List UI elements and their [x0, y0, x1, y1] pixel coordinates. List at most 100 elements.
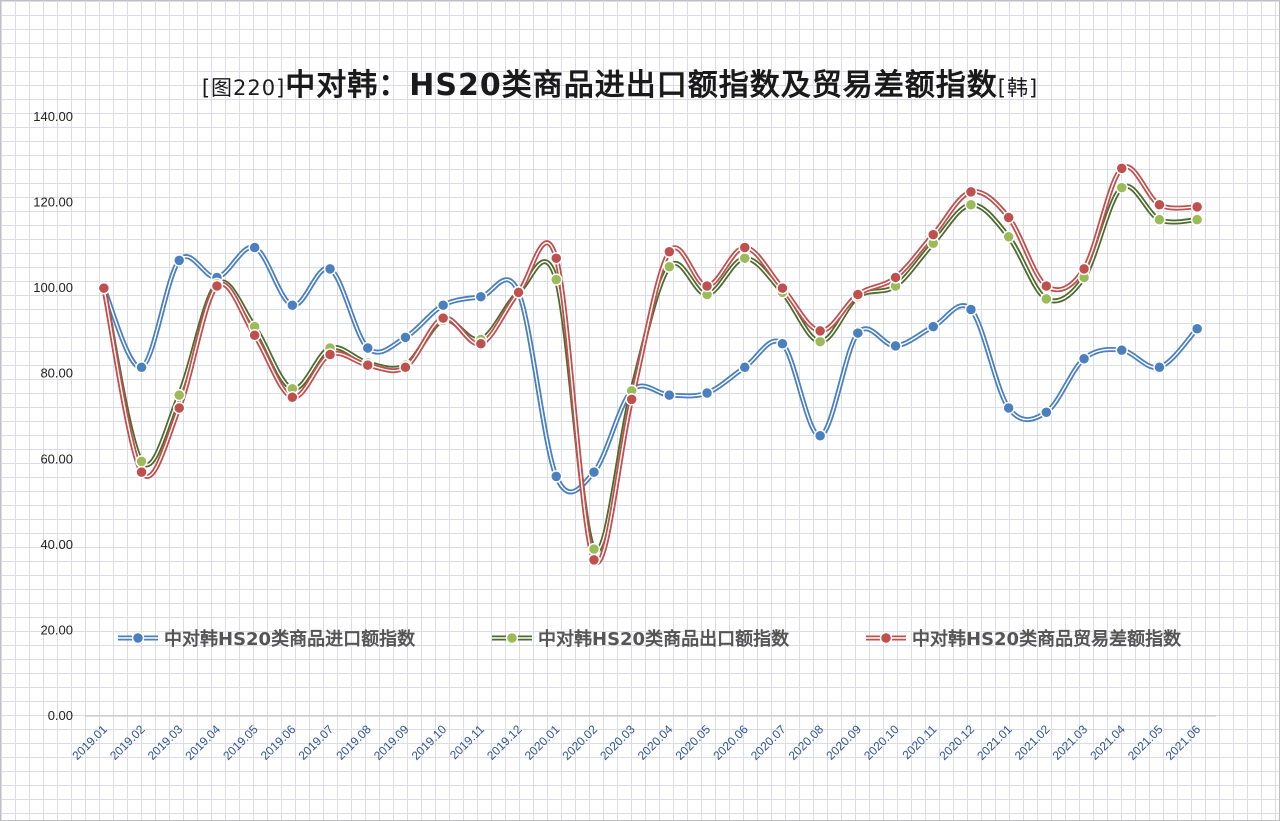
data-point-series-3	[173, 401, 186, 415]
x-tick-label: 2019.11	[447, 722, 487, 762]
x-tick-label: 2019.12	[484, 722, 525, 763]
legend-label-1: 中对韩HS20类商品进口额指数	[164, 628, 416, 650]
data-point-series-1	[1115, 343, 1128, 357]
data-point-series-1	[286, 299, 299, 312]
data-point-series-1	[776, 337, 789, 351]
x-tick-label: 2021.05	[1125, 722, 1166, 763]
legend-marker-3	[879, 631, 893, 645]
y-tick-label: 0.00	[48, 708, 73, 723]
x-tick-label: 2019.02	[107, 722, 148, 763]
data-point-series-2	[550, 273, 563, 286]
legend-marker-2	[505, 631, 519, 645]
data-point-series-3	[587, 553, 601, 567]
data-point-series-1	[135, 361, 148, 374]
y-tick-label: 20.00	[40, 622, 73, 637]
data-point-series-3	[474, 337, 488, 351]
data-point-series-3	[964, 185, 978, 199]
data-point-series-3	[323, 348, 337, 361]
data-point-series-3	[286, 390, 299, 404]
data-point-series-3	[1077, 262, 1091, 276]
data-point-series-1	[1077, 352, 1091, 365]
data-point-series-1	[700, 386, 714, 400]
data-point-series-1	[1040, 405, 1053, 419]
x-tick-label: 2019.06	[258, 722, 299, 763]
y-tick-label: 40.00	[40, 537, 73, 552]
legend-label-2: 中对韩HS20类商品出口额指数	[538, 628, 790, 650]
data-point-series-3	[1190, 200, 1204, 214]
chart-title: [图220]中对韩：HS20类商品进出口额指数及贸易差额指数[韩]	[0, 60, 1240, 104]
data-point-series-1	[399, 331, 412, 344]
x-tick-label: 2020.04	[635, 722, 676, 763]
x-tick-label: 2020.06	[710, 722, 751, 763]
data-point-series-3	[550, 251, 563, 265]
x-tick-label: 2019.07	[296, 722, 337, 763]
x-tick-label: 2019.01	[69, 722, 110, 763]
data-point-series-3	[889, 271, 902, 284]
data-point-series-2	[738, 251, 751, 265]
series-line-3	[101, 164, 1198, 566]
data-point-series-3	[399, 361, 412, 374]
data-point-series-3	[1040, 279, 1053, 293]
data-point-series-1	[1153, 361, 1166, 374]
chart-title-main: 中对韩：HS20类商品进出口额指数及贸易差额指数	[285, 68, 998, 103]
data-point-series-3	[776, 281, 789, 295]
data-point-series-2	[1002, 230, 1015, 244]
data-point-series-2	[663, 260, 676, 273]
x-tick-label: 2020.02	[559, 722, 600, 763]
data-point-series-3	[813, 324, 827, 338]
data-point-series-1	[964, 303, 978, 316]
data-point-series-2	[173, 388, 186, 402]
x-tick-label: 2021.04	[1087, 722, 1128, 763]
data-point-series-3	[1115, 162, 1128, 175]
data-point-series-1	[889, 339, 902, 353]
data-point-series-1	[1190, 322, 1204, 336]
x-tick-label: 2020.07	[748, 722, 789, 763]
x-tick-label: 2020.03	[597, 722, 638, 763]
data-point-series-1	[738, 361, 751, 374]
data-point-series-1	[361, 341, 374, 355]
legend-marker-1	[131, 631, 145, 645]
data-point-series-3	[135, 465, 148, 479]
data-point-series-1	[436, 299, 450, 312]
data-point-series-3	[738, 241, 751, 254]
x-tick-label: 2019.04	[182, 722, 223, 763]
data-point-series-1	[474, 290, 488, 303]
x-tick-label: 2020.01	[522, 722, 563, 763]
y-tick-label: 140.00	[33, 109, 73, 124]
data-point-series-1	[173, 254, 186, 267]
series-line-inner-2	[103, 185, 1198, 552]
data-point-series-2	[1153, 213, 1166, 226]
data-point-series-1	[1002, 401, 1015, 415]
data-point-series-2	[135, 455, 148, 468]
data-point-series-1	[323, 262, 337, 276]
x-tick-label: 2019.09	[371, 722, 412, 763]
data-point-series-1	[248, 241, 261, 254]
data-point-series-1	[927, 320, 940, 333]
data-point-series-1	[851, 326, 865, 340]
series-line-2	[101, 183, 1198, 554]
data-point-series-3	[1153, 198, 1166, 211]
data-point-series-2	[1190, 213, 1204, 226]
y-tick-label: 120.00	[33, 195, 73, 210]
y-tick-label: 80.00	[40, 366, 73, 381]
data-point-series-2	[1040, 292, 1053, 306]
data-point-series-1	[813, 429, 827, 443]
chart-title-suffix: [韩]	[997, 76, 1039, 100]
data-point-series-3	[436, 311, 450, 325]
data-point-series-2	[813, 335, 827, 348]
data-point-series-2	[587, 542, 601, 556]
data-point-series-3	[210, 279, 224, 293]
data-point-series-3	[927, 228, 940, 241]
y-tick-label: 100.00	[33, 280, 73, 295]
x-tick-label: 2020.10	[861, 722, 902, 763]
data-point-series-2	[964, 198, 978, 211]
data-point-series-3	[625, 393, 638, 406]
x-tick-label: 2020.09	[823, 722, 864, 763]
x-tick-label: 2020.12	[936, 722, 977, 763]
legend-label-3: 中对韩HS20类商品贸易差额指数	[912, 628, 1182, 650]
data-point-series-3	[1002, 211, 1015, 224]
x-tick-label: 2019.08	[333, 722, 374, 763]
data-point-series-3	[248, 328, 261, 342]
